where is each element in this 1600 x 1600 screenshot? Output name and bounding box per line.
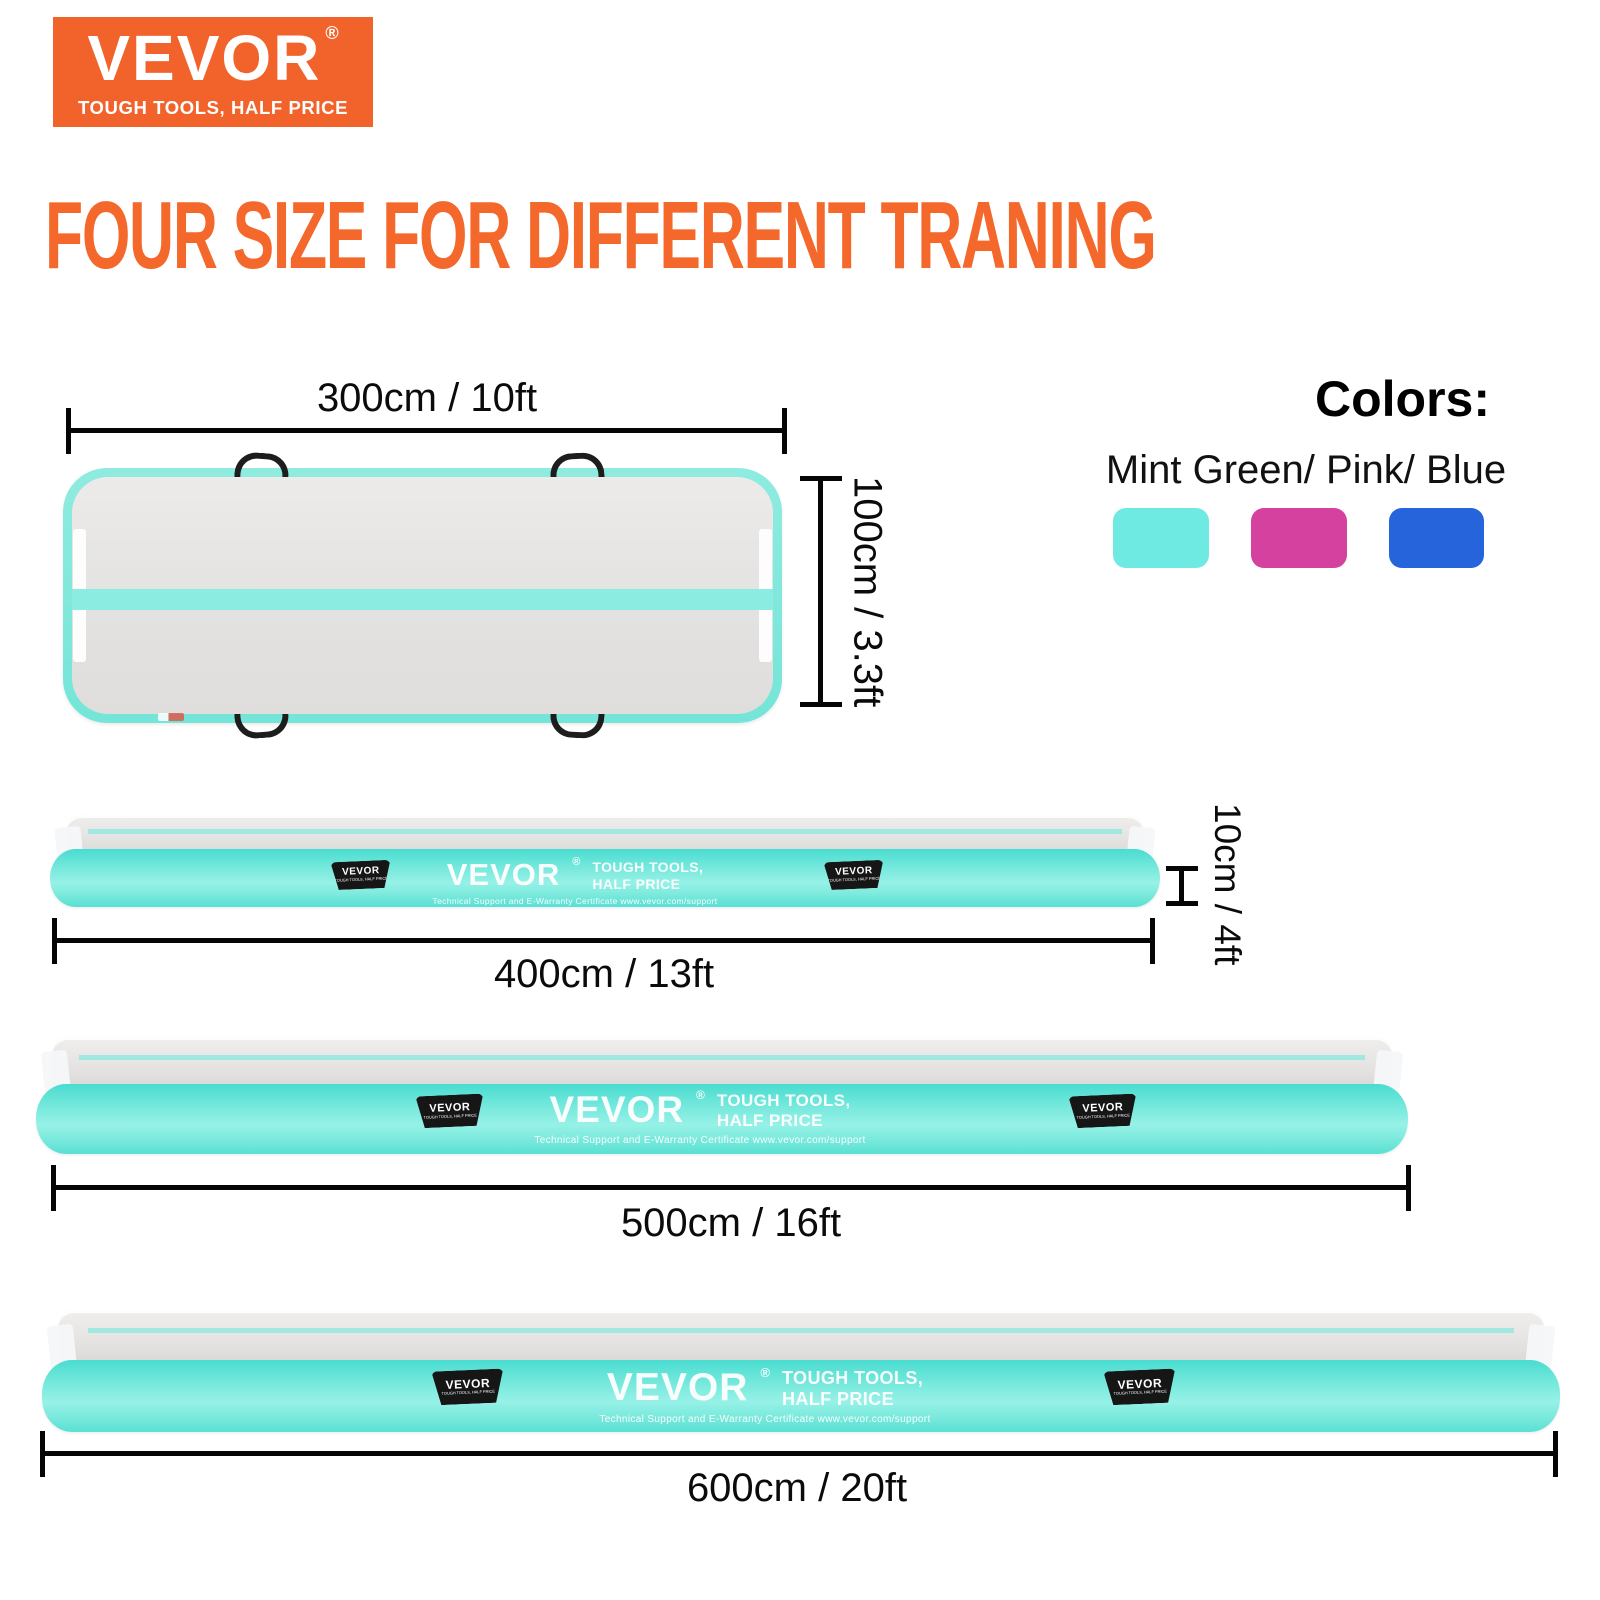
- handle-tag-logo: VEVOR: [429, 1100, 471, 1115]
- dim-label-10cm: 10cm / 4ft: [1207, 802, 1248, 966]
- registered-trademark-icon: ®: [696, 1088, 705, 1102]
- dim-tick-bottom: [799, 702, 842, 707]
- dim-tick-bottom: [1165, 901, 1198, 906]
- handle-tag-logo: VEVOR: [1117, 1376, 1163, 1392]
- print-tagline-line2: HALF PRICE: [716, 1111, 823, 1131]
- handle-tag-sub: TOUGH TOOLS, HALF PRICE: [423, 1113, 477, 1120]
- dim-label-500cm: 500cm / 16ft: [620, 1201, 842, 1245]
- vevor-print-logo: VEVOR: [606, 1366, 749, 1409]
- handle-tag: VEVOR TOUGH TOOLS, HALF PRICE: [1068, 1094, 1137, 1129]
- handle-tag-logo: VEVOR: [445, 1376, 491, 1392]
- dim-label-600cm: 600cm / 20ft: [686, 1466, 908, 1510]
- vevor-logo-tagline: TOUGH TOOLS, HALF PRICE: [77, 96, 349, 118]
- mat-brand-print: VEVOR ® TOUGH TOOLS, HALF PRICE Technica…: [534, 1088, 866, 1147]
- dim-line-10cm: [1165, 866, 1198, 906]
- color-names: Mint Green/ Pink/ Blue: [1105, 448, 1507, 492]
- air-track-400cm: VEVOR ® TOUGH TOOLS, HALF PRICE Technica…: [50, 815, 1160, 907]
- print-tagline-line2: HALF PRICE: [781, 1389, 894, 1410]
- handle-tag-sub: TOUGH TOOLS, HALF PRICE: [827, 876, 881, 884]
- vevor-logo-text: VEVOR: [87, 21, 322, 94]
- dim-line-400cm: [52, 917, 1155, 964]
- dim-label-300cm: 300cm / 10ft: [316, 376, 538, 420]
- print-support-line: Technical Support and E-Warranty Certifi…: [599, 1414, 931, 1426]
- handle-tag-logo: VEVOR: [834, 865, 873, 878]
- handle-tag-sub: TOUGH TOOLS, HALF PRICE: [334, 876, 388, 884]
- mat-top-surface: [58, 1310, 1544, 1364]
- dim-tick-right: [1150, 917, 1155, 964]
- mat-side-face: [42, 1360, 1560, 1432]
- dim-line-100cm: [799, 476, 842, 707]
- air-track-500cm: VEVOR ® TOUGH TOOLS, HALF PRICE Technica…: [36, 1037, 1408, 1154]
- air-track-600cm: VEVOR ® TOUGH TOOLS, HALF PRICE Technica…: [42, 1310, 1560, 1432]
- mat-center-stripe: [87, 1328, 1515, 1334]
- handle-tag-logo: VEVOR: [341, 865, 380, 878]
- colors-title: Colors:: [1315, 371, 1490, 427]
- print-tagline-line1: TOUGH TOOLS,: [781, 1368, 924, 1388]
- mat-side-face: [50, 849, 1160, 907]
- mat-top-surface: [52, 1037, 1392, 1089]
- mat-center-stripe: [87, 828, 1123, 834]
- page-title: FOUR SIZE FOR DIFFERENT TRANING: [45, 182, 1157, 289]
- print-support-line: Technical Support and E-Warranty Certifi…: [432, 896, 718, 907]
- dim-tick-top: [799, 476, 842, 481]
- print-support-line: Technical Support and E-Warranty Certifi…: [534, 1135, 866, 1147]
- swatch-pink: [1251, 508, 1347, 568]
- air-track-top-view: [63, 451, 782, 740]
- handle-tag-logo: VEVOR: [1082, 1100, 1124, 1115]
- dim-tick-right: [782, 407, 787, 454]
- dim-line-500cm: [51, 1164, 1411, 1211]
- print-tagline-line2: HALF PRICE: [592, 875, 681, 892]
- dim-tick-left: [40, 1430, 45, 1477]
- vevor-print-logo: VEVOR: [549, 1089, 685, 1130]
- print-tagline-line1: TOUGH TOOLS,: [592, 859, 704, 875]
- registered-trademark-icon: ®: [325, 22, 339, 43]
- vevor-logo-wordmark: VEVOR ®: [87, 21, 339, 94]
- handle-tag: VEVOR TOUGH TOOLS, HALF PRICE: [330, 860, 391, 891]
- registered-trademark-icon: ®: [572, 856, 581, 868]
- dim-tick-left: [51, 1164, 56, 1211]
- mat-center-stripe: [72, 589, 773, 610]
- print-tagline-line1: TOUGH TOOLS,: [716, 1091, 851, 1110]
- dim-tick-right: [1553, 1430, 1558, 1477]
- handle-tag: VEVOR TOUGH TOOLS, HALF PRICE: [415, 1094, 484, 1129]
- mat-valve-label: [158, 713, 184, 721]
- mat-brand-print: VEVOR ® TOUGH TOOLS, HALF PRICE Technica…: [599, 1365, 931, 1426]
- handle-tag: VEVOR TOUGH TOOLS, HALF PRICE: [823, 860, 884, 891]
- dim-label-400cm: 400cm / 13ft: [493, 952, 715, 996]
- dim-tick-top: [1165, 866, 1198, 871]
- mat-top-surface: [66, 815, 1144, 855]
- dim-label-100cm: 100cm / 3.3ft: [845, 476, 890, 708]
- vevor-print-logo: VEVOR: [446, 857, 561, 892]
- dim-tick-left: [66, 407, 71, 454]
- dim-tick-left: [52, 917, 57, 964]
- mat-surface: [72, 477, 773, 714]
- handle-tag: VEVOR TOUGH TOOLS, HALF PRICE: [431, 1368, 504, 1405]
- dim-line-600cm: [40, 1430, 1558, 1477]
- dim-tick-right: [1406, 1164, 1411, 1211]
- dim-line-300cm: [66, 407, 787, 454]
- mat-brand-print: VEVOR ® TOUGH TOOLS, HALF PRICE Technica…: [432, 856, 718, 907]
- swatch-blue: [1389, 508, 1484, 568]
- handle-tag-sub: TOUGH TOOLS, HALF PRICE: [1076, 1113, 1130, 1120]
- mat-center-stripe: [78, 1054, 1366, 1060]
- registered-trademark-icon: ®: [760, 1365, 770, 1380]
- mat-side-face: [36, 1084, 1408, 1154]
- swatch-mint-green: [1113, 508, 1209, 568]
- handle-tag: VEVOR TOUGH TOOLS, HALF PRICE: [1103, 1368, 1176, 1405]
- vevor-logo: VEVOR ® TOUGH TOOLS, HALF PRICE: [53, 17, 373, 127]
